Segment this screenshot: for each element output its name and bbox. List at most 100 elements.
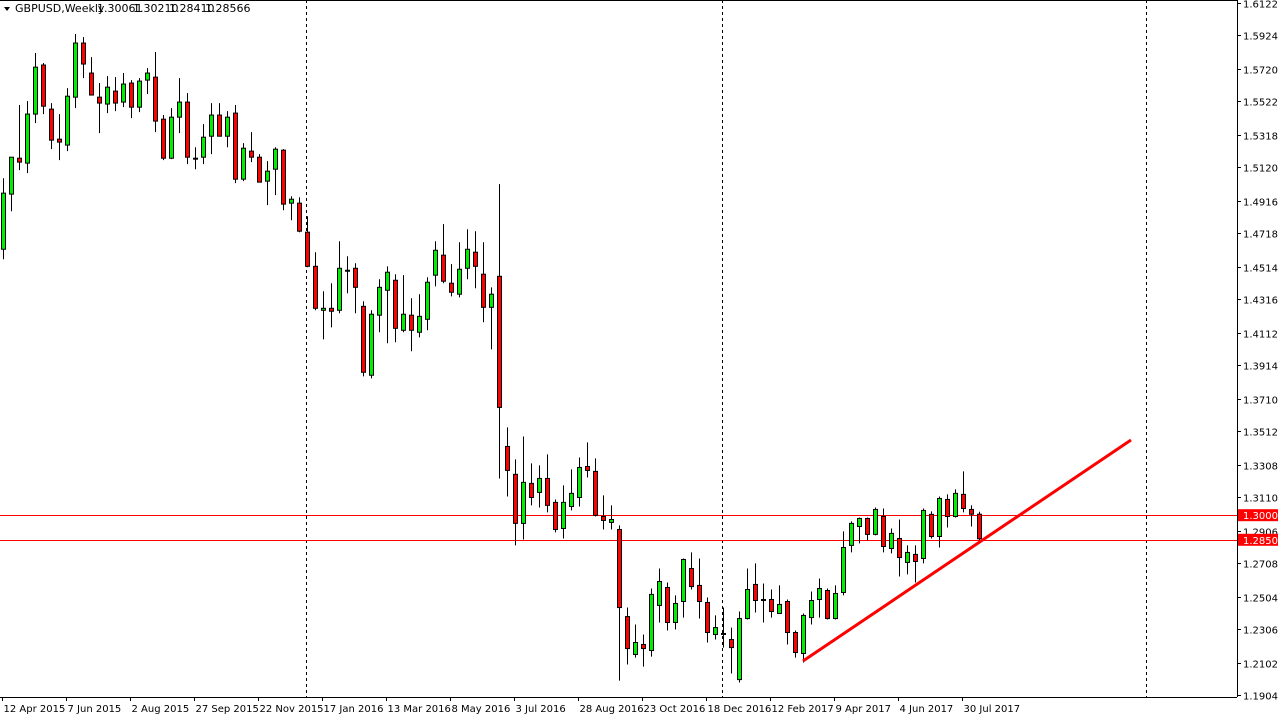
candle xyxy=(153,52,158,133)
candle xyxy=(417,294,422,338)
price-tick-label: 1.47180 xyxy=(1243,230,1278,241)
bull-candle-body xyxy=(177,101,182,118)
candle xyxy=(89,57,94,96)
time-tick-label: 4 Jun 2017 xyxy=(900,704,954,715)
bear-candle-body xyxy=(689,568,694,588)
price-tick-label: 1.43160 xyxy=(1243,296,1278,307)
candle xyxy=(305,216,310,268)
bear-candle-body xyxy=(553,501,558,530)
bull-candle-body xyxy=(321,307,326,311)
candle xyxy=(393,274,398,343)
candle xyxy=(521,436,526,540)
candle xyxy=(257,154,262,183)
candle xyxy=(625,607,630,665)
bear-candle-body xyxy=(969,508,974,515)
bear-candle-body xyxy=(49,108,54,141)
price-tick-label: 1.61220 xyxy=(1243,0,1278,11)
price-tick-label: 1.55220 xyxy=(1243,98,1278,109)
bull-candle-body xyxy=(33,66,38,115)
time-tick-label: 28 Aug 2016 xyxy=(580,704,644,715)
bear-candle-body xyxy=(153,76,158,122)
bear-candle-body xyxy=(233,112,238,180)
bull-candle-body xyxy=(201,136,206,158)
candle xyxy=(489,287,494,350)
bear-candle-body xyxy=(665,587,670,623)
bull-candle-body xyxy=(121,83,126,103)
bear-candle-body xyxy=(897,537,902,559)
bear-candle-body xyxy=(617,528,622,609)
bear-candle-body xyxy=(961,493,966,509)
candle xyxy=(361,301,366,377)
candle xyxy=(33,53,38,124)
bear-candle-body xyxy=(305,231,310,267)
candle xyxy=(529,463,534,506)
candle xyxy=(9,156,14,212)
candle xyxy=(729,627,734,674)
candle xyxy=(441,224,446,284)
candle xyxy=(665,582,670,631)
bear-candle-body xyxy=(753,583,758,602)
bull-candle-body xyxy=(905,551,910,563)
bear-candle-body xyxy=(721,632,726,635)
bear-candle-body xyxy=(361,305,366,373)
candle xyxy=(129,80,134,119)
bear-candle-body xyxy=(761,599,766,602)
triangle-down-icon[interactable] xyxy=(4,7,10,11)
ohlc-open: 1.30061 xyxy=(97,2,143,15)
bear-candle-body xyxy=(865,517,870,535)
ohlc-low: 1.28410 xyxy=(169,2,215,15)
candle xyxy=(777,585,782,614)
bull-candle-body xyxy=(609,518,614,523)
candle xyxy=(105,76,110,114)
bear-candle-body xyxy=(977,513,982,540)
candle xyxy=(145,68,150,95)
price-tick-label: 1.41120 xyxy=(1243,330,1278,341)
candle xyxy=(833,585,838,620)
time-tick-label: 22 Nov 2015 xyxy=(260,704,324,715)
candle xyxy=(201,124,206,165)
bear-candle-body xyxy=(113,90,118,104)
bear-candle-body xyxy=(601,516,606,521)
candle xyxy=(937,496,942,548)
time-axis[interactable]: 12 Apr 2015 7 Jun 2015 2 Aug 2015 27 Sep 20… xyxy=(2,697,1021,715)
candle xyxy=(913,545,918,583)
candle xyxy=(697,558,702,619)
candle xyxy=(929,511,934,539)
bear-candle-body xyxy=(217,114,222,137)
candle xyxy=(265,161,270,206)
level-price-badge xyxy=(1238,533,1278,546)
candle xyxy=(737,611,742,683)
bear-candle-body xyxy=(729,639,734,649)
price-tick-label: 1.45140 xyxy=(1243,264,1278,275)
bull-candle-body xyxy=(1,192,6,250)
bull-candle-body xyxy=(777,603,782,614)
level-price-label: 1.28500 xyxy=(1243,536,1278,547)
candle xyxy=(785,599,790,645)
price-tick-label: 1.35120 xyxy=(1243,428,1278,439)
bull-candle-body xyxy=(289,198,294,204)
trendline-group[interactable] xyxy=(802,438,1132,663)
candle xyxy=(329,283,334,328)
candle xyxy=(161,115,166,161)
candle xyxy=(865,517,870,541)
bull-candle-body xyxy=(273,148,278,170)
bear-candle-body xyxy=(193,157,198,160)
bull-candle-body xyxy=(537,477,542,493)
candle xyxy=(593,458,598,517)
candle xyxy=(945,494,950,528)
bear-candle-body xyxy=(449,282,454,293)
candle xyxy=(409,298,414,352)
time-tick-label: 12 Feb 2017 xyxy=(772,704,834,715)
time-tick-label: 18 Dec 2016 xyxy=(708,704,772,715)
price-tick-label: 1.31100 xyxy=(1243,494,1278,505)
bear-candle-body xyxy=(57,138,62,143)
price-axis[interactable]: 1.61220 1.59240 1.57200 1.55220 1.53180 1.512… xyxy=(1237,0,1278,703)
candle xyxy=(545,454,550,513)
candle xyxy=(577,457,582,507)
symbol-timeframe: GBPUSD,Weekly xyxy=(15,2,105,15)
candle xyxy=(857,517,862,544)
trendline[interactable] xyxy=(802,438,1132,663)
price-tick-label: 1.51200 xyxy=(1243,164,1278,175)
